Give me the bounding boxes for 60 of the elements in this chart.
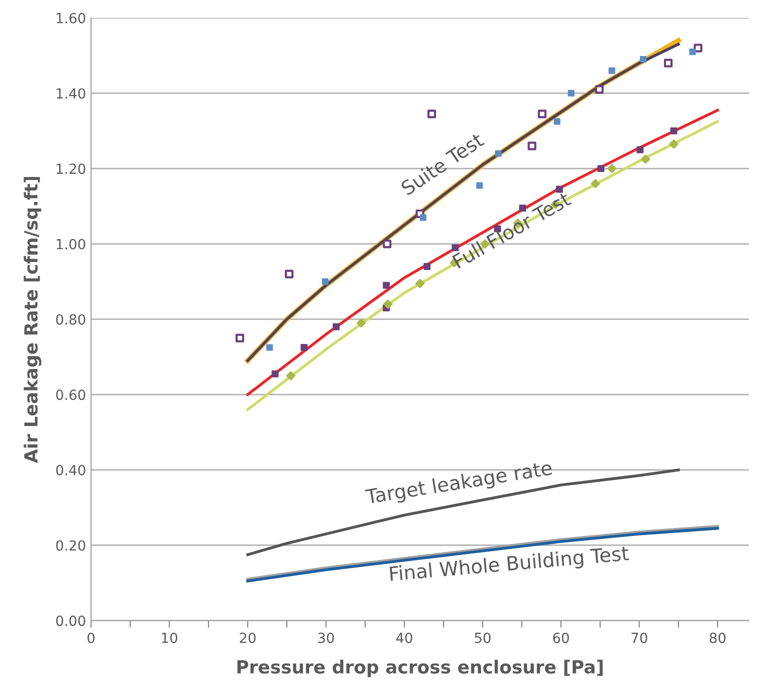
point xyxy=(640,154,650,164)
x-tick-label: 50 xyxy=(474,632,491,644)
x-tick-label: 80 xyxy=(710,632,726,644)
point xyxy=(383,300,392,309)
point xyxy=(554,118,560,125)
y-tick-label: 0.60 xyxy=(56,390,86,400)
annotation: Final Whole Building Test xyxy=(390,545,630,585)
y-tick-label: 1.20 xyxy=(56,164,86,174)
point xyxy=(300,344,308,351)
point xyxy=(670,127,678,134)
point xyxy=(597,165,604,172)
point xyxy=(694,44,702,52)
y-tick-label: 0.80 xyxy=(56,314,86,325)
point xyxy=(272,370,279,378)
point xyxy=(236,334,244,342)
y-axis-title: Air Leakage Rate [cfm/sq.ft] xyxy=(24,176,42,463)
y-tick-label: 1.40 xyxy=(56,88,86,99)
point xyxy=(332,323,340,330)
point xyxy=(636,146,644,154)
point xyxy=(420,214,426,221)
x-tick-label: 20 xyxy=(240,632,256,644)
point xyxy=(607,164,616,174)
x-tick-label: 30 xyxy=(318,632,334,644)
point xyxy=(495,150,502,157)
point xyxy=(664,58,673,68)
x-tick-label: 40 xyxy=(396,632,412,644)
point xyxy=(538,110,546,118)
point xyxy=(382,240,392,248)
point xyxy=(266,344,273,351)
point xyxy=(689,48,696,56)
annotation: Target leakage rate xyxy=(364,460,553,508)
point xyxy=(322,278,329,285)
point xyxy=(556,186,563,193)
point xyxy=(608,67,616,74)
point xyxy=(415,278,425,288)
point xyxy=(476,182,483,189)
point xyxy=(640,56,646,63)
y-tick-label: 0.40 xyxy=(56,464,86,476)
x-tick-label: 0 xyxy=(88,632,95,644)
x-tick-label: 10 xyxy=(162,632,178,644)
point xyxy=(286,371,296,380)
annotation: Full Floor Test xyxy=(452,190,572,269)
y-tick-label: 1.60 xyxy=(56,12,86,24)
y-tick-label: 0.00 xyxy=(56,616,86,626)
point xyxy=(595,85,604,94)
y-tick-label: 1.00 xyxy=(56,238,86,250)
point xyxy=(528,142,536,150)
point xyxy=(568,90,574,97)
point xyxy=(669,139,678,149)
point xyxy=(590,179,600,188)
point xyxy=(284,270,294,278)
point xyxy=(424,263,431,270)
point xyxy=(382,282,390,289)
point xyxy=(427,110,436,118)
y-tick-label: 0.20 xyxy=(56,540,86,551)
x-axis-title: Pressure drop across enclosure [Pa] xyxy=(237,660,603,678)
point xyxy=(519,204,526,212)
point xyxy=(356,318,366,328)
x-tick-label: 70 xyxy=(632,632,648,644)
x-tick-label: 60 xyxy=(553,632,569,644)
